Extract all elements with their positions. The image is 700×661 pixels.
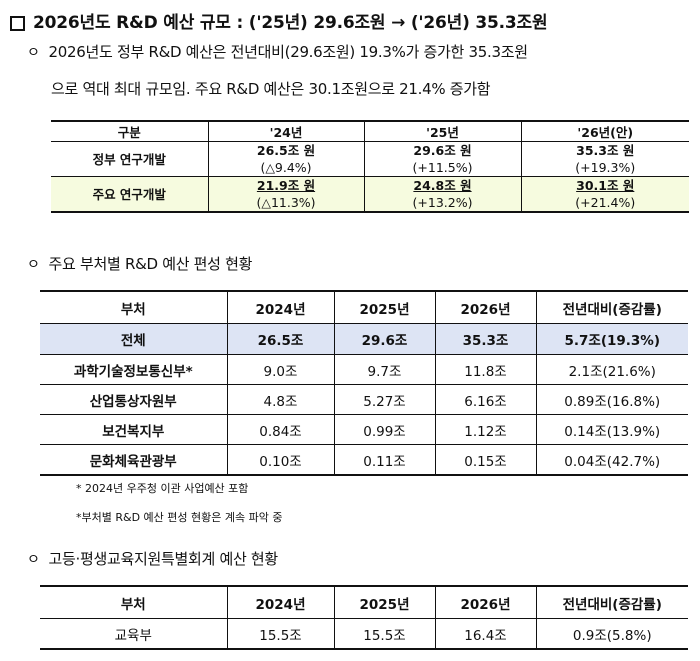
table-row-total: 전체 26.5조 29.6조 35.3조 5.7조(19.3%) [40,323,688,355]
column-header: 전년대비(증감률) [535,290,688,324]
column-header: 2025년 [333,585,435,619]
table-cell: 21.9조 원 (△11.3%) [207,176,364,213]
column-header: '25년 [363,120,521,142]
section2-heading: ㅇ 주요 부처별 R&D 예산 편성 현황 [27,255,253,273]
footnote-2: *부처별 R&D 예산 편성 현황은 계속 파악 중 [76,511,283,524]
summary-paragraph: ㅇ 2026년도 정부 R&D 예산은 전년대비(29.6조원) 19.3%가 … [27,38,528,68]
column-header: 2024년 [226,290,334,324]
table-row: 주요 연구개발 21.9조 원 (△11.3%) 24.8조 원 (+13.2%) … [51,176,689,213]
column-header: 2025년 [333,290,435,324]
column-header: 2026년 [434,585,536,619]
table-row: 과학기술정보통신부* 9.0조 9.7조 11.8조 2.1조(21.6%) [40,354,688,385]
section3-heading: ㅇ 고등·평생교육지원특별회계 예산 현황 [27,550,278,568]
column-header: '24년 [207,120,364,142]
table-cell: 26.5조 원 (△9.4%) [207,141,364,177]
checkbox-icon [10,16,25,31]
summary-line1: 2026년도 정부 R&D 예산은 전년대비(29.6조원) 19.3%가 증가… [48,43,528,61]
table-cell: 29.6조 원 (+11.5%) [363,141,521,177]
summary-line2: 으로 역대 최대 규모임. 주요 R&D 예산은 30.1조원으로 21.4% … [51,80,491,98]
ministry-budget-table: 부처 2024년 2025년 2026년 전년대비(증감률) 전체 26.5조 29… [40,290,688,476]
budget-summary-table: 구분 '24년 '25년 '26년(안) 정부 연구개발 26.5조 원 (△9.… [51,120,689,213]
column-header: 전년대비(증감률) [535,585,688,619]
title-text: 2026년도 R&D 예산 규모 : ('25년) 29.6조원 → ('26년… [33,13,548,33]
table-row: 교육부 15.5조 15.5조 16.4조 0.9조(5.8%) [40,618,688,650]
table-row: 정부 연구개발 26.5조 원 (△9.4%) 29.6조 원 (+11.5%) 3… [51,141,689,177]
row-label: 정부 연구개발 [51,141,208,177]
table-row: 산업통상자원부 4.8조 5.27조 6.16조 0.89조(16.8%) [40,384,688,415]
table-row: 문화체육관광부 0.10조 0.11조 0.15조 0.04조(42.7%) [40,444,688,476]
table-cell: 24.8조 원 (+13.2%) [363,176,521,213]
table-cell: 30.1조 원 (+21.4%) [520,176,689,213]
row-label: 주요 연구개발 [51,176,208,213]
column-header: 2024년 [226,585,334,619]
column-header: '26년(안) [520,120,689,142]
column-header: 부처 [40,290,227,324]
column-header: 2026년 [434,290,536,324]
footnote-1: * 2024년 우주청 이관 사업예산 포함 [76,482,249,495]
page-title: 2026년도 R&D 예산 규모 : ('25년) 29.6조원 → ('26년… [10,8,548,33]
table-row: 보건복지부 0.84조 0.99조 1.12조 0.14조(13.9%) [40,414,688,445]
column-header: 구분 [51,120,208,142]
table-cell: 35.3조 원 (+19.3%) [520,141,689,177]
bullet-marker: ㅇ [27,45,40,61]
column-header: 부처 [40,585,227,619]
education-budget-table: 부처 2024년 2025년 2026년 전년대비(증감률) 교육부 15.5조 1… [40,585,688,650]
